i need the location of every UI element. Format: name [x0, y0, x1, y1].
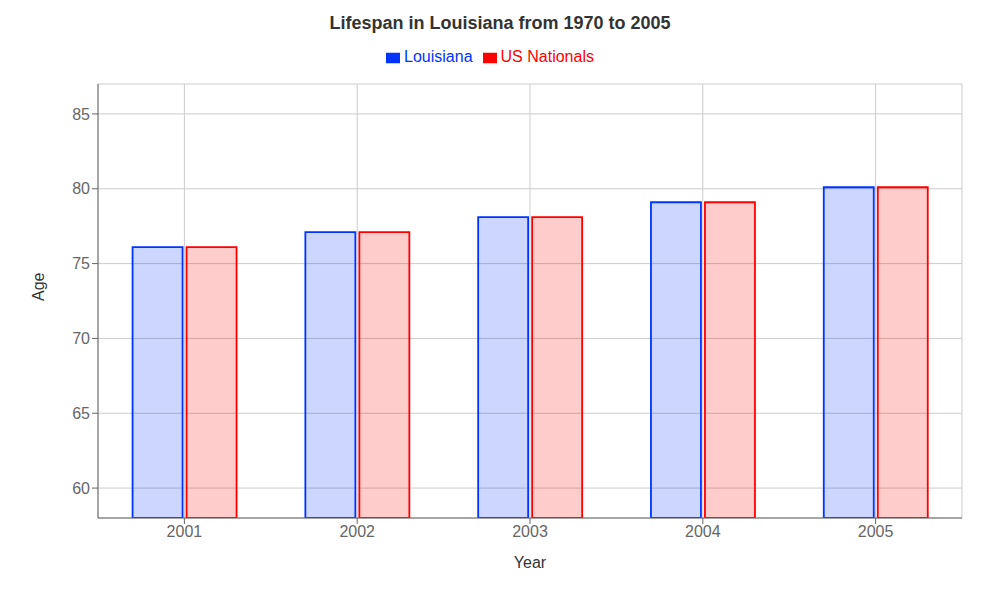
html-text:US Nationals: US Nationals [500, 48, 594, 65]
svg-text:85: 85 [72, 106, 90, 123]
svg-text:65: 65 [72, 405, 90, 422]
svg-text:2002: 2002 [339, 523, 375, 540]
svg-text:Age: Age [30, 272, 47, 301]
html-text:Lifespan in Louisiana from 197: Lifespan in Louisiana from 1970 to 2005 [329, 13, 671, 33]
html-text:Louisiana: Louisiana [404, 48, 473, 65]
svg-text:80: 80 [72, 180, 90, 197]
svg-text:60: 60 [72, 480, 90, 497]
svg-text:75: 75 [72, 255, 90, 272]
svg-text:2004: 2004 [685, 523, 721, 540]
svg-text:2005: 2005 [858, 523, 894, 540]
svg-text:2003: 2003 [512, 523, 548, 540]
svg-text:2001: 2001 [167, 523, 203, 540]
svg-text:70: 70 [72, 330, 90, 347]
svg-text:Year: Year [514, 554, 547, 571]
